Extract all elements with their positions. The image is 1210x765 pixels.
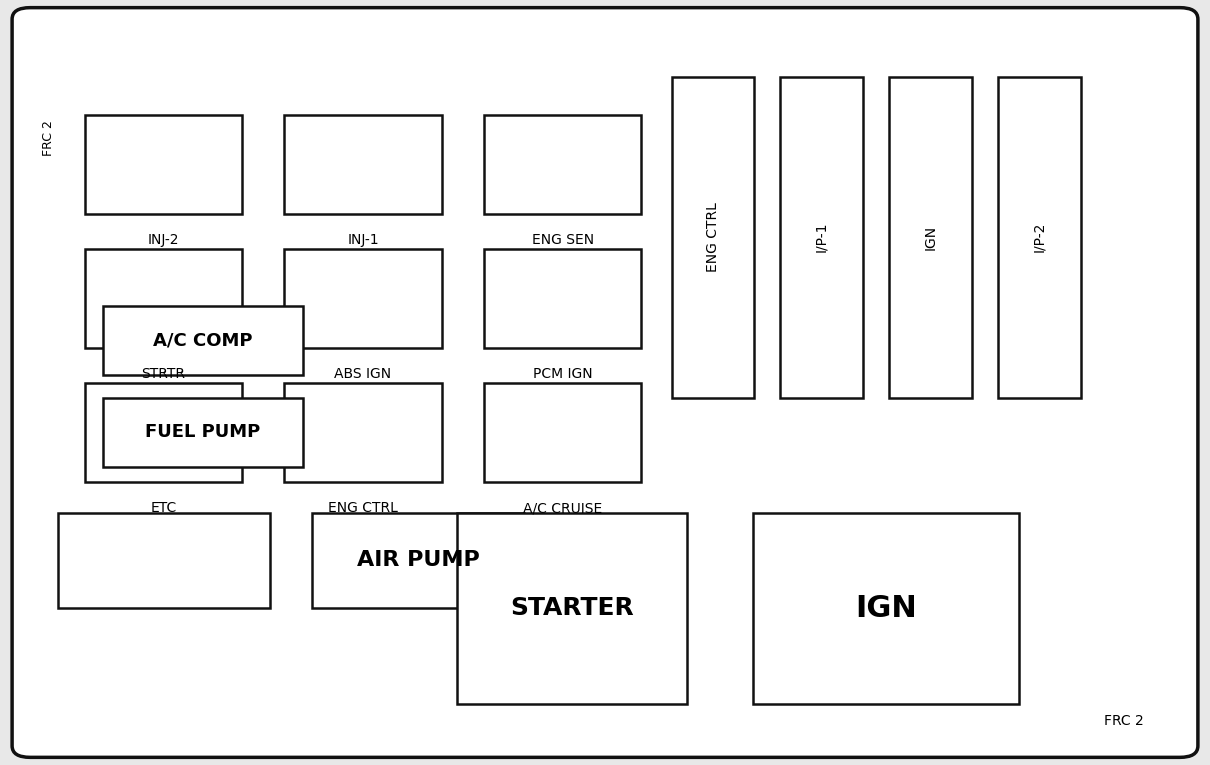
Text: INJ-2: INJ-2: [148, 233, 179, 247]
Bar: [672, 76, 754, 398]
Bar: [284, 115, 442, 214]
Text: PCM IGN: PCM IGN: [532, 367, 593, 381]
Bar: [85, 115, 242, 214]
Bar: [484, 249, 641, 348]
Bar: [780, 76, 863, 398]
Bar: [103, 398, 302, 467]
FancyBboxPatch shape: [12, 8, 1198, 757]
Bar: [103, 306, 302, 375]
Bar: [889, 76, 972, 398]
Text: I/P-2: I/P-2: [1032, 222, 1047, 252]
Bar: [998, 76, 1081, 398]
Bar: [85, 249, 242, 348]
Text: ABS IGN: ABS IGN: [334, 367, 392, 381]
Text: A/C CRUISE: A/C CRUISE: [523, 501, 603, 515]
Text: I/P-1: I/P-1: [814, 222, 829, 252]
Text: FRC 2: FRC 2: [42, 120, 54, 155]
Text: IGN: IGN: [923, 225, 938, 249]
Text: AIR PUMP: AIR PUMP: [357, 550, 479, 571]
Text: ENG CTRL: ENG CTRL: [705, 202, 720, 272]
Text: ETC: ETC: [150, 501, 177, 515]
Text: INJ-1: INJ-1: [347, 233, 379, 247]
Text: A/C COMP: A/C COMP: [152, 331, 253, 350]
Bar: [284, 382, 442, 482]
Bar: [753, 513, 1019, 704]
Bar: [284, 249, 442, 348]
Bar: [312, 513, 524, 608]
Text: ENG SEN: ENG SEN: [531, 233, 594, 247]
Text: ENG CTRL: ENG CTRL: [328, 501, 398, 515]
Text: FRC 2: FRC 2: [1104, 715, 1143, 728]
Bar: [484, 382, 641, 482]
Bar: [58, 513, 270, 608]
Text: STARTER: STARTER: [511, 596, 634, 620]
Text: IGN: IGN: [854, 594, 917, 623]
Bar: [457, 513, 687, 704]
Bar: [85, 382, 242, 482]
Bar: [484, 115, 641, 214]
Text: FUEL PUMP: FUEL PUMP: [145, 423, 260, 441]
Text: STRTR: STRTR: [142, 367, 185, 381]
